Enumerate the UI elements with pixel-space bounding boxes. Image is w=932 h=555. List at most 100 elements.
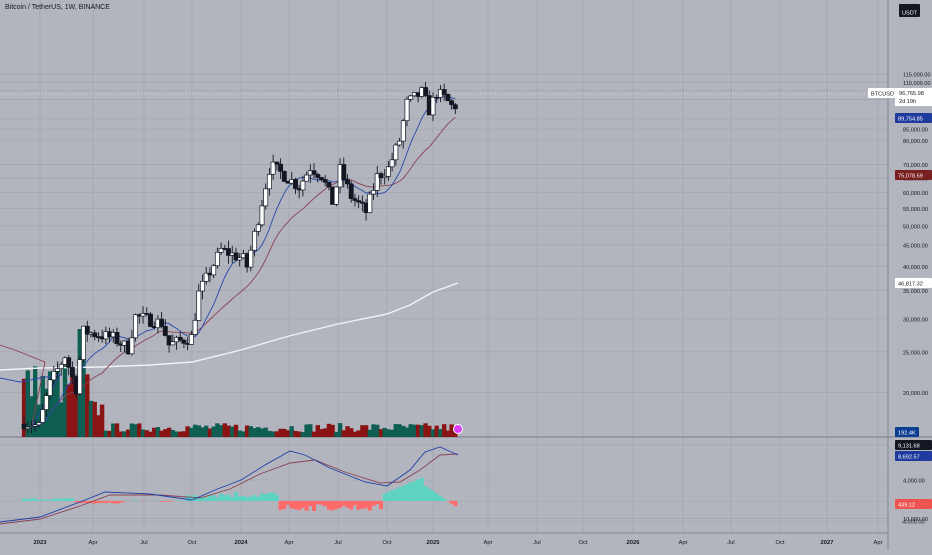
countdown-text: 2d 19h [899,99,916,105]
candle-body [368,194,372,213]
candle-body [342,165,346,180]
macd-histogram-bar [416,480,420,502]
candle-body [327,182,331,187]
symbol-badge-text: BTCUSDT [871,92,898,98]
macd-histogram-bar [386,492,390,501]
time-label: 2023 [34,540,48,546]
macd-tick-label: 4,000.00 [903,479,925,485]
time-label: Apr [284,540,293,546]
candle-body [345,180,349,184]
time-label: Jul [727,540,734,546]
candle-body [215,252,219,265]
macd-histogram-bar [59,499,63,501]
ma-blue-badge-text: 89,754.85 [898,117,923,123]
volume-bar [375,425,379,437]
macd-histogram-bar [256,497,260,501]
signal-badge: 8,692.57 [895,451,932,461]
volume-bar [208,429,212,438]
candle-body [134,315,138,338]
price-tick-label: 40,000.00 [903,265,928,271]
volume-bar [312,432,316,437]
macd-histogram-bar [234,492,238,501]
macd-histogram-bar [438,496,442,501]
macd-histogram-bar [160,501,164,502]
macd-tick-label: -4,000.00 [901,520,925,526]
histogram-badge: 439.12 [895,499,932,509]
macd-histogram-bar [342,501,346,506]
macd-histogram-bar [375,501,379,504]
volume-bar [290,426,294,437]
ma-red-badge: 75,078.59 [895,170,932,180]
time-label: Jul [140,540,147,546]
candle-body [93,333,97,337]
ma-blue-badge: 89,754.85 [895,113,932,123]
macd-histogram-bar [41,500,45,502]
price-tick-label: 70,000.00 [903,163,928,169]
macd-histogram-bar [308,501,312,506]
macd-badge: 9,131.68 [895,440,932,450]
macd-histogram-bar [267,493,271,501]
macd-histogram-bar [186,495,190,501]
macd-histogram-bar [331,501,335,510]
volume-bar [185,426,189,437]
macd-histogram-bar [134,500,138,501]
candle-body [178,337,182,340]
macd-histogram-bar [282,501,286,509]
candle-body [431,97,435,115]
macd-histogram-bar [178,500,182,501]
macd-histogram-bar [264,494,268,501]
macd-histogram-bar [238,496,242,501]
macd-histogram-bar [435,494,439,501]
time-label: 2025 [427,540,441,546]
time-label: Apr [483,540,492,546]
currency-badge: USDT [899,4,920,17]
macd-histogram-bar [37,500,41,501]
price-tick-label: 25,000.00 [903,351,928,357]
macd-histogram-bar [63,498,67,501]
candle-body [48,380,52,396]
volume-bar [145,430,149,437]
volume-bar [420,425,424,437]
candle-body [305,175,309,181]
time-label: 2027 [821,540,834,546]
candle-body [171,342,175,345]
macd-histogram-bar [450,501,454,504]
volume-bar [100,405,104,437]
macd-histogram-bar [167,501,171,502]
candle-body [323,180,327,183]
histogram-badge-text: 439.12 [898,503,915,509]
candle-body [312,171,316,175]
candle-body [446,94,450,100]
price-tick-label: 20,000.00 [903,391,928,397]
price-tick-label: 50,000.00 [903,224,928,230]
symbol-title: Bitcoin / TetherUS, 1W, BINANCE [5,4,110,11]
candle-body [424,88,428,96]
candle-body [78,360,82,394]
candle-body [371,190,375,194]
macd-badge-text: 9,131.68 [898,444,920,450]
time-label: Apr [678,540,687,546]
macd-histogram-bar [52,499,56,501]
candle-body [115,332,119,343]
lightning-icon [454,425,463,434]
macd-histogram-bar [204,498,208,501]
candle-body [260,206,264,225]
macd-histogram-bar [249,497,253,501]
candle-body [453,105,457,109]
volume-bar [226,426,230,437]
macd-histogram-bar [401,486,405,501]
price-tick-label: 80,000.00 [903,139,928,145]
time-label: Oct [382,540,391,546]
macd-histogram-bar [108,501,112,503]
candle-body [293,180,297,189]
macd-histogram-bar [227,495,231,501]
macd-histogram-bar [294,501,298,509]
macd-histogram-bar [279,501,283,510]
macd-histogram-bar [349,501,353,509]
candle-body [267,174,271,189]
macd-histogram-bar [223,495,227,501]
volume-bar [438,429,442,437]
macd-histogram-bar [230,497,234,501]
